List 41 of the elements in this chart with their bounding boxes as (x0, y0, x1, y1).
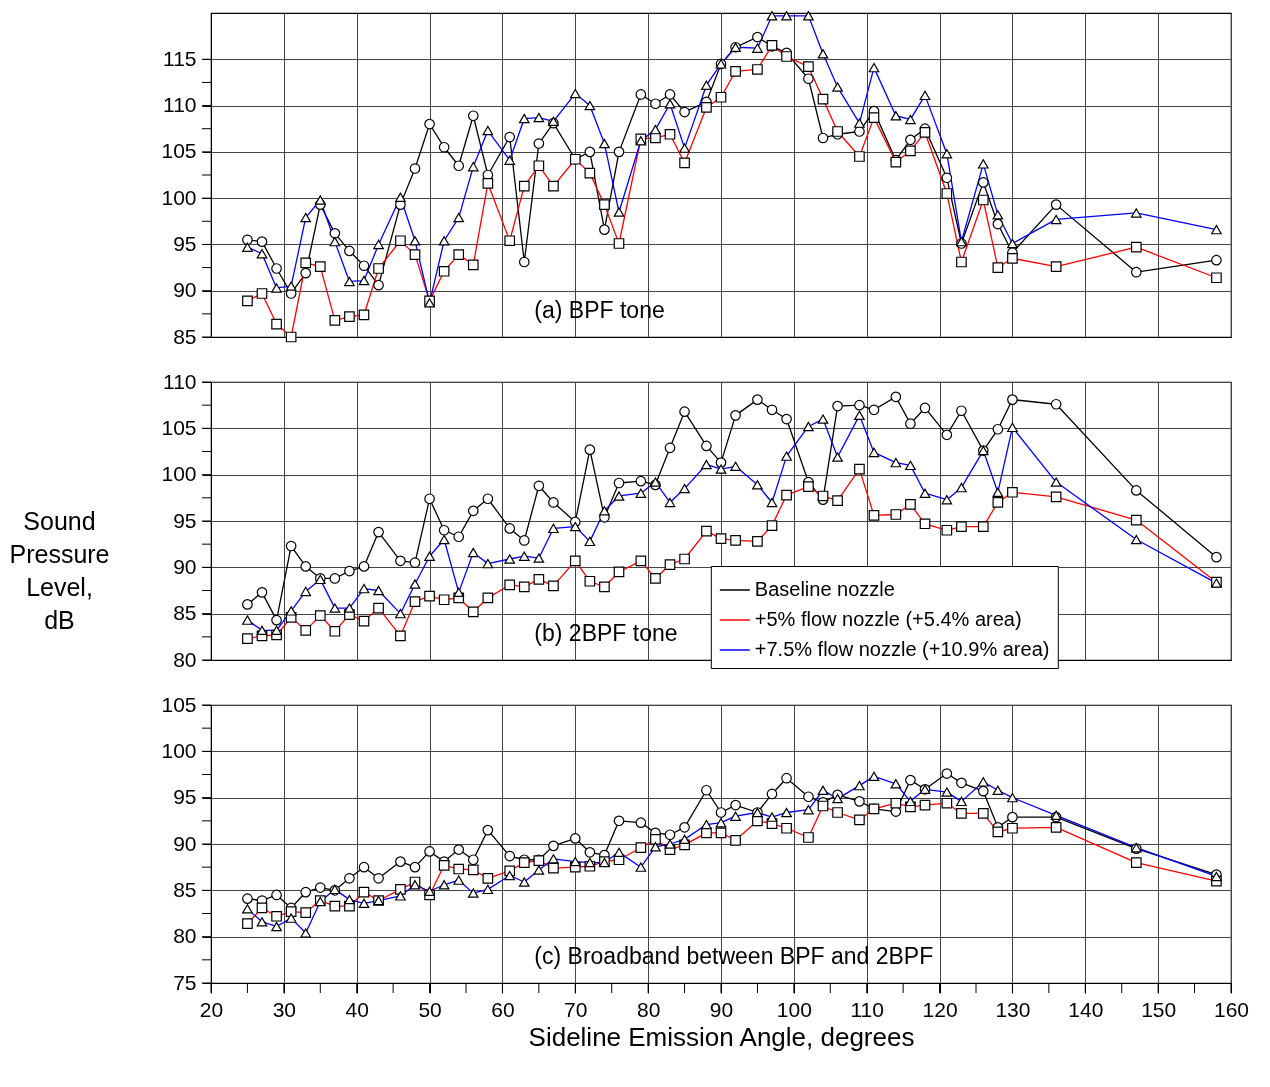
y-tick-label: 85 (173, 324, 197, 348)
x-tick-label: 150 (1141, 997, 1177, 1021)
x-tick-label: 100 (776, 997, 812, 1021)
x-tick-label: 30 (272, 997, 297, 1021)
x-tick-label: 20 (199, 997, 224, 1021)
x-tick-label: 160 (1213, 997, 1250, 1021)
y-tick-label: 85 (173, 877, 197, 901)
y-tick-label: 105 (161, 139, 197, 163)
x-tick-label: 140 (1068, 997, 1104, 1021)
y-tick-label: 90 (173, 831, 197, 855)
y-axis-title: Sound Pressure Level, dB (9, 506, 110, 634)
x-tick-label: 110 (850, 997, 884, 1021)
y-tick-label: 75 (173, 970, 197, 994)
x-axis-title: Sideline Emission Angle, degrees (528, 1021, 915, 1052)
y-tick-label: 100 (161, 738, 197, 762)
x-tick-label: 50 (418, 997, 442, 1021)
y-tick-label: 85 (173, 601, 197, 625)
y-tick-label: 100 (161, 462, 197, 486)
legend-label: +7.5% flow nozzle (+10.9% area) (754, 638, 1050, 660)
y-tick-label: 110 (163, 369, 197, 393)
y-tick-label: 95 (173, 785, 197, 809)
x-tick-label: 40 (345, 997, 369, 1021)
y-tick-label: 95 (173, 231, 197, 255)
y-tick-label: 80 (173, 647, 197, 671)
x-tick-label: 60 (491, 997, 515, 1021)
x-tick-label: 90 (709, 997, 734, 1021)
y-tick-label: 115 (163, 46, 197, 70)
x-tick-label: 80 (636, 997, 661, 1021)
y-tick-label: 80 (173, 924, 197, 948)
y-tick-label: 110 (163, 93, 197, 117)
y-tick-label: 105 (161, 415, 197, 439)
x-tick-label: 120 (922, 997, 958, 1021)
y-tick-label: 90 (173, 554, 197, 578)
legend-label: +5% flow nozzle (+5.4% area) (754, 608, 1022, 630)
y-tick-label: 100 (161, 185, 197, 209)
x-tick-label: 70 (564, 997, 588, 1021)
x-tick-label: 130 (995, 997, 1031, 1021)
legend-label: Baseline nozzle (754, 578, 895, 600)
y-tick-label: 95 (173, 508, 197, 532)
y-tick-label: 105 (161, 692, 197, 716)
y-tick-label: 90 (173, 278, 197, 302)
